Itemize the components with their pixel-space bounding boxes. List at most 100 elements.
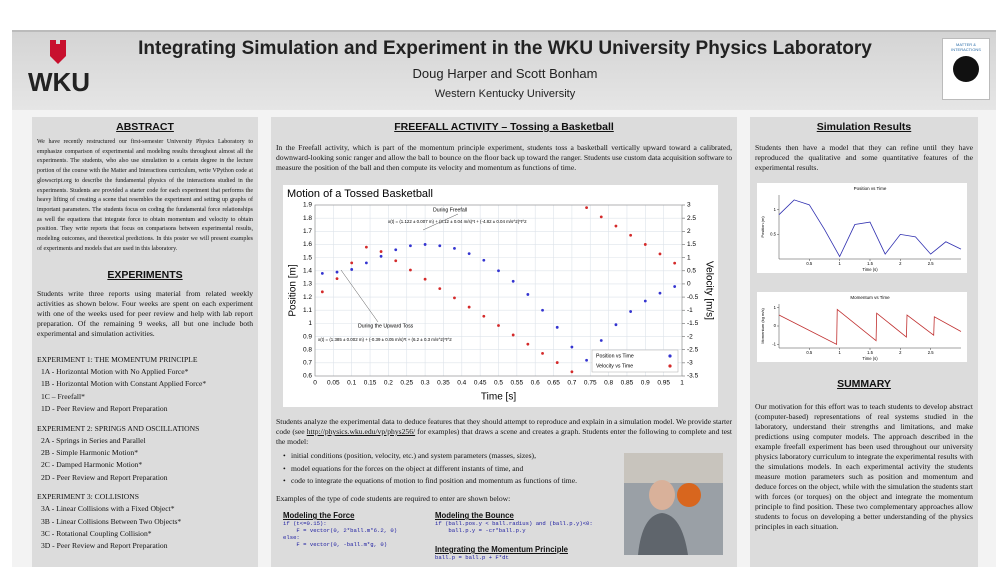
analysis-text: Students analyze the experimental data t…: [276, 417, 732, 447]
starter-code-link[interactable]: http://physics.wku.edu/vp/phys256/: [306, 427, 416, 436]
x-tick-label: 0.8: [604, 380, 613, 387]
x-tick-label: 0.5: [806, 350, 812, 355]
x-tick-label: 0.25: [400, 380, 413, 387]
experiment-item: 1A - Horizontal Motion with No Applied F…: [41, 367, 189, 376]
experiment-item: 2A - Springs in Series and Parallel: [41, 435, 146, 445]
bullet-row: • model equations for the forces on the o…: [283, 463, 618, 476]
data-point: [320, 290, 324, 294]
data-point: [394, 248, 398, 252]
affiliation: Western Kentucky University: [434, 88, 576, 100]
photo-ball: [677, 483, 701, 507]
experiment-item: 3A - Linear Collisions with a Fixed Obje…: [41, 504, 175, 514]
data-point: [409, 244, 412, 248]
freefall-intro: In the Freefall activity, which is part …: [276, 143, 732, 172]
data-point: [423, 277, 427, 281]
experiments-intro: Students write three reports using mater…: [37, 289, 253, 338]
data-point: [643, 243, 647, 246]
x-axis-label: Time (s): [862, 267, 878, 272]
x-tick-label: 1.5: [867, 261, 873, 266]
y2-tick-label: 2: [687, 228, 691, 235]
data-point: [629, 233, 633, 237]
x-tick-label: 0: [313, 380, 317, 387]
data-point: [658, 291, 662, 295]
x-axis-label: Time [s]: [481, 392, 516, 403]
y-tick-label: 1: [774, 305, 777, 310]
x-tick-label: 2.5: [928, 350, 934, 355]
photo-wall: [624, 453, 723, 483]
experiment-item: 1D - Peer Review and Report Preparation: [41, 404, 168, 414]
data-point: [526, 342, 530, 346]
code-title: Modeling the Force: [283, 511, 355, 520]
y-tick-label: 1: [308, 320, 312, 327]
freefall-chart: Motion of a Tossed Basketball 0 0.05 0.1 0.1…: [283, 185, 718, 407]
experiment-list: EXPERIMENT 1: THE MOMENTUM PRINCIPLE 1A -…: [37, 354, 253, 553]
data-point: [497, 269, 500, 273]
simulation-text: Students then have a model that they can…: [755, 143, 973, 172]
x-tick-label: 0.5: [494, 380, 503, 387]
bullet-dot: •: [283, 463, 286, 473]
experiment-item: 3D - Peer Review and Report Preparation: [41, 541, 168, 551]
x-tick-label: 0.4: [457, 380, 466, 387]
code-line: if (t<=0.15):: [283, 520, 327, 527]
experiment-item: 2B - Simple Harmonic Motion*: [41, 448, 139, 458]
y-tick-label: 1.8: [303, 215, 312, 222]
data-point: [599, 339, 603, 342]
x-tick-label: 0.7: [567, 380, 576, 387]
x-tick-label: 0.65: [547, 380, 560, 387]
data-point: [453, 296, 456, 300]
x-axis-label: Time (s): [862, 356, 878, 361]
abstract-heading: ABSTRACT: [116, 121, 174, 133]
data-point: [467, 252, 471, 256]
experiment-title: EXPERIMENT 1: THE MOMENTUM PRINCIPLE: [37, 355, 198, 364]
y-tick-label: 1.6: [303, 241, 312, 248]
code-examples: Modeling the Force if (t<=0.15): F = vect…: [283, 511, 618, 567]
poster-title: Integrating Simulation and Experiment in…: [138, 38, 872, 59]
x-tick-label: 0.95: [657, 380, 670, 387]
x-tick-label: 0.5: [806, 261, 812, 266]
badge-text: MATTER & INTERACTIONS: [951, 42, 981, 52]
y-axis-label: Position [m]: [288, 264, 299, 316]
photo-body: [638, 513, 688, 555]
y2-tick-label: -0.5: [687, 294, 699, 301]
code-line: ball.p = ball.p + F*dt: [435, 554, 509, 561]
annotation: During the Upward Toss: [358, 323, 414, 329]
y2-tick-label: 1: [687, 254, 691, 261]
legend-marker: [668, 364, 672, 368]
experiment-item: 1B - Horizontal Motion with Constant App…: [41, 379, 207, 389]
x-tick-label: 1: [838, 261, 841, 266]
code-title: Integrating the Momentum Principle: [435, 545, 568, 554]
bullet-text: initial conditions (position, velocity, …: [291, 451, 536, 460]
x-tick-label: 0.6: [531, 380, 540, 387]
logo-text: WKU: [28, 67, 90, 97]
annotation: x(t) = (1.385 ± 0.002 m) + (-0.39 ± 0.05…: [318, 337, 452, 342]
code-line: F = vector(0, 2*ball.m*6.2, 0): [283, 527, 398, 534]
y2-tick-label: 0.5: [687, 267, 696, 274]
code-intro: Examples of the type of code students ar…: [276, 494, 511, 503]
x-tick-label: 0.15: [364, 380, 377, 387]
authors: Doug Harper and Scott Bonham: [412, 66, 598, 81]
data-point: [585, 206, 588, 210]
y2-tick-label: -1.5: [687, 320, 699, 327]
simulation-heading: Simulation Results: [816, 121, 912, 133]
y2-tick-label: -1: [687, 307, 693, 314]
data-point: [614, 323, 618, 327]
data-point: [320, 272, 324, 275]
code-block: Integrating the Momentum Principle ball.p…: [435, 545, 568, 561]
x-tick-label: 1: [838, 350, 841, 355]
legend-label: Velocity vs Time: [596, 363, 633, 369]
data-point: [423, 243, 427, 246]
badge: MATTER & INTERACTIONS: [942, 38, 990, 100]
data-point: [555, 325, 559, 329]
summary-heading: SUMMARY: [837, 378, 891, 390]
chart-title: Position vs Time: [854, 186, 887, 191]
data-point: [526, 293, 530, 296]
x-tick-label: 1.5: [867, 350, 873, 355]
annotation: During Freefall: [433, 207, 467, 213]
experiments-heading: EXPERIMENTS: [107, 269, 183, 281]
plot-frame: [314, 204, 683, 377]
data-point: [409, 268, 412, 272]
y-tick-label: 1.9: [303, 202, 312, 209]
annotation-arrow: [340, 269, 379, 323]
data-point: [673, 261, 677, 265]
